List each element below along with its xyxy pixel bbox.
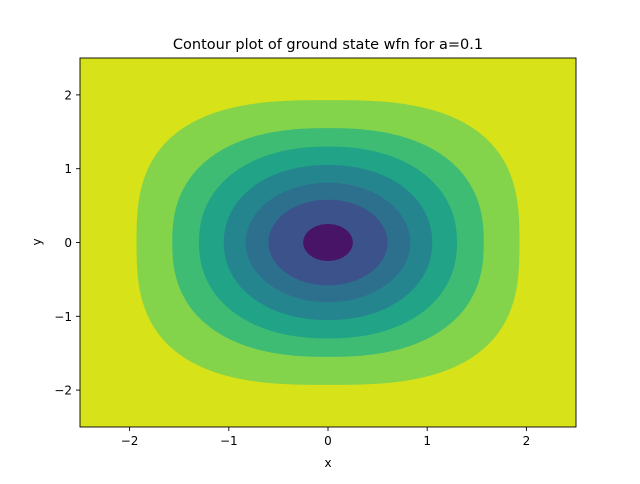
- y-tick-label: 0: [64, 236, 72, 250]
- y-axis-label: y: [30, 238, 44, 245]
- contour-level-7: [303, 224, 353, 261]
- x-tick-label: −1: [220, 434, 238, 448]
- x-axis-label: x: [324, 456, 331, 470]
- x-tick-label: −2: [121, 434, 139, 448]
- contour-levels: [136, 100, 520, 385]
- y-tick-label: 2: [64, 88, 72, 102]
- y-tick-label: 1: [64, 162, 72, 176]
- y-tick-label: −2: [54, 384, 72, 398]
- y-tick-label: −1: [54, 310, 72, 324]
- y-axis-ticks: −2 −1 0 1 2: [54, 88, 80, 398]
- x-tick-label: 1: [423, 434, 431, 448]
- x-axis-ticks: −2 −1 0 1 2: [121, 427, 530, 448]
- chart-title: Contour plot of ground state wfn for a=0…: [173, 37, 483, 53]
- x-tick-label: 0: [324, 434, 332, 448]
- x-tick-label: 2: [523, 434, 531, 448]
